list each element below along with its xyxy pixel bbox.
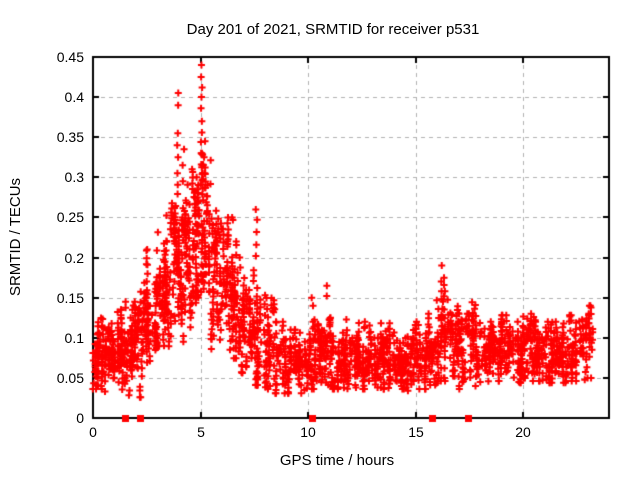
y-tick-label: 0.4 xyxy=(64,89,84,105)
x-axis-label: GPS time / hours xyxy=(279,452,395,469)
y-tick-label: 0 xyxy=(76,410,84,426)
y-tick-label: 0.05 xyxy=(56,370,84,386)
chart-title: Day 201 of 2021, SRMTID for receiver p53… xyxy=(186,21,480,38)
y-tick-label: 0.2 xyxy=(64,250,84,266)
y-tick-label: 0.15 xyxy=(56,290,84,306)
y-tick-label: 0.3 xyxy=(64,169,84,185)
x-tick-label: 20 xyxy=(515,424,531,440)
x-tick-label: 15 xyxy=(408,424,424,440)
x-tick-label: 10 xyxy=(300,424,316,440)
y-tick-label: 0.45 xyxy=(56,49,84,65)
y-tick-label: 0.25 xyxy=(56,209,84,225)
y-axis-label: SRMTID / TECUs xyxy=(7,177,24,297)
y-tick-label: 0.1 xyxy=(64,330,84,346)
x-tick-label: 5 xyxy=(197,424,205,440)
y-tick-label: 0.35 xyxy=(56,129,84,145)
x-tick-label: 0 xyxy=(89,424,97,440)
